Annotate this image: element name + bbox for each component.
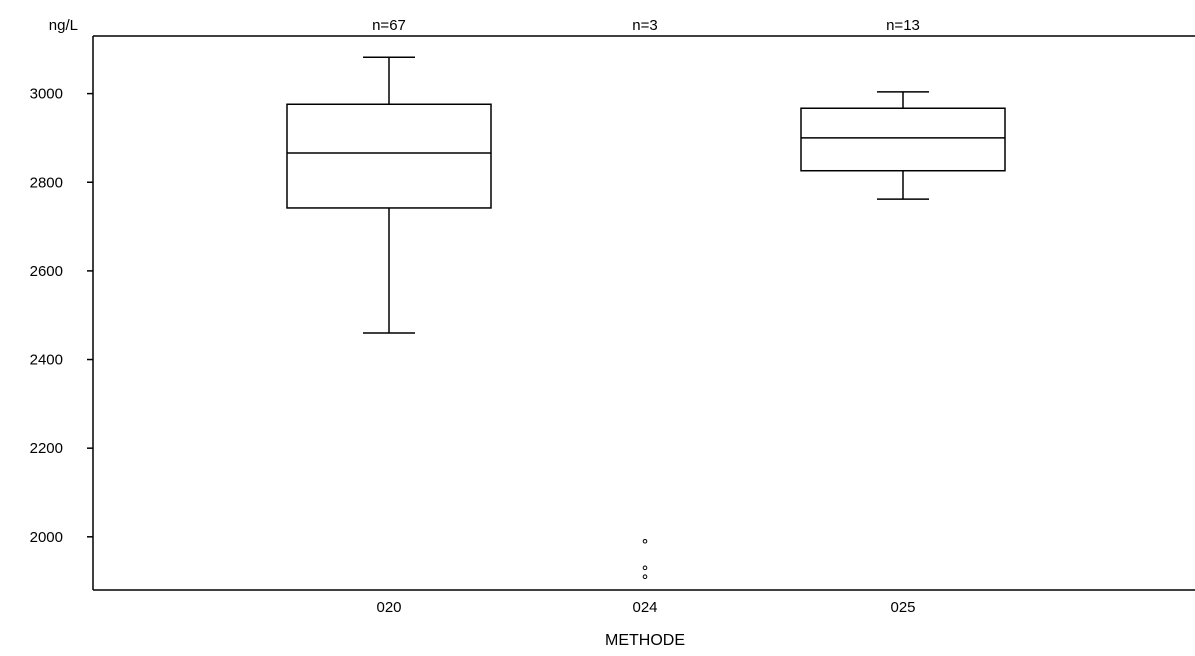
y-axis-ticks: 2000 2200 2400 2600 2800 3000 <box>30 86 93 546</box>
x-tick-label: 024 <box>632 599 657 616</box>
y-tick-label: 2800 <box>30 174 63 191</box>
data-point <box>642 538 648 544</box>
y-tick-label: 2000 <box>30 529 63 546</box>
y-tick-label: 2600 <box>30 263 63 280</box>
x-tick-label: 020 <box>376 599 401 616</box>
y-tick-label: 3000 <box>30 86 63 103</box>
sample-count-label: n=67 <box>372 17 406 34</box>
box-iqr <box>800 107 1006 172</box>
sample-count-label: n=13 <box>886 17 920 34</box>
x-tick-label: 025 <box>890 599 915 616</box>
box-group <box>642 538 648 580</box>
x-axis-ticks: 020 024 025 <box>376 599 915 616</box>
sample-count-labels: n=67 n=3 n=13 <box>372 17 920 34</box>
box-series <box>286 56 1006 580</box>
box-group <box>286 56 492 334</box>
box-group <box>800 91 1006 200</box>
data-point <box>642 565 648 571</box>
sample-count-label: n=3 <box>632 17 657 34</box>
plot-frame <box>92 35 1195 591</box>
y-axis-unit-label: ng/L <box>49 17 78 34</box>
box-iqr <box>286 103 492 209</box>
data-point <box>642 574 648 580</box>
y-tick-label: 2400 <box>30 352 63 369</box>
x-axis-title: METHODE <box>605 632 685 649</box>
y-tick-label: 2200 <box>30 440 63 457</box>
